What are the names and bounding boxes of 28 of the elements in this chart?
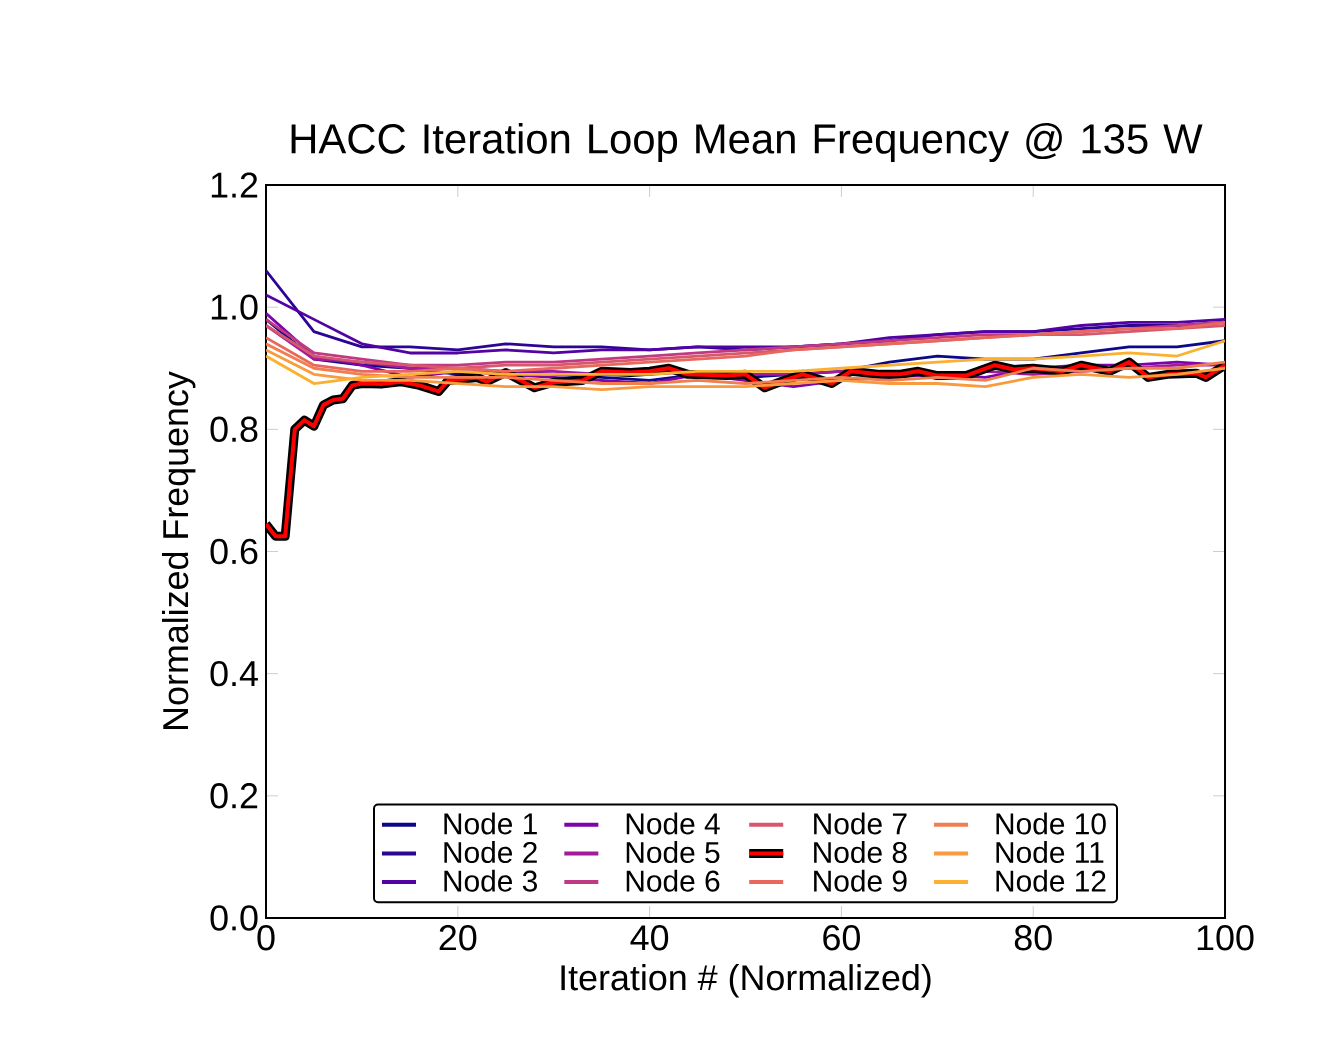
legend-label: Node 10	[996, 812, 1106, 835]
y-tick-label: 1.0	[211, 294, 258, 320]
y-tick-label: 0.8	[210, 416, 258, 443]
y-tick-label: 0.2	[210, 783, 258, 809]
x-tick-label: 40	[630, 925, 669, 951]
legend-label: Node 11	[996, 841, 1104, 864]
legend-label: Node 3	[444, 869, 537, 892]
x-tick-label: 60	[823, 925, 860, 951]
y-tick-label: 0.0	[210, 905, 258, 931]
y-tick-label: 0.6	[210, 538, 258, 565]
legend-label: Node 5	[626, 841, 720, 864]
x-tick-label: 80	[1014, 925, 1052, 951]
legend-label: Node 8	[814, 841, 907, 864]
legend-label: Node 12	[996, 869, 1106, 892]
x-tick-label: 0	[257, 925, 275, 951]
legend-label: Node 1	[444, 812, 537, 835]
x-tick-label: 100	[1197, 925, 1254, 951]
chart-title: HACC Iteration Loop Mean Frequency @ 135 W	[291, 123, 1203, 162]
legend-label: Node 9	[814, 869, 907, 892]
y-tick-label: 1.2	[211, 172, 258, 198]
y-axis-title: Normalized Frequency	[161, 371, 196, 729]
legend-label: Node 4	[626, 812, 720, 835]
legend-label: Node 6	[626, 869, 720, 892]
y-tick-label: 0.4	[210, 660, 258, 687]
x-tick-label: 20	[439, 925, 477, 951]
legend-label: Node 7	[814, 812, 907, 835]
x-axis-title: Iteration # (Normalized)	[561, 964, 931, 998]
legend-label: Node 2	[444, 841, 537, 864]
